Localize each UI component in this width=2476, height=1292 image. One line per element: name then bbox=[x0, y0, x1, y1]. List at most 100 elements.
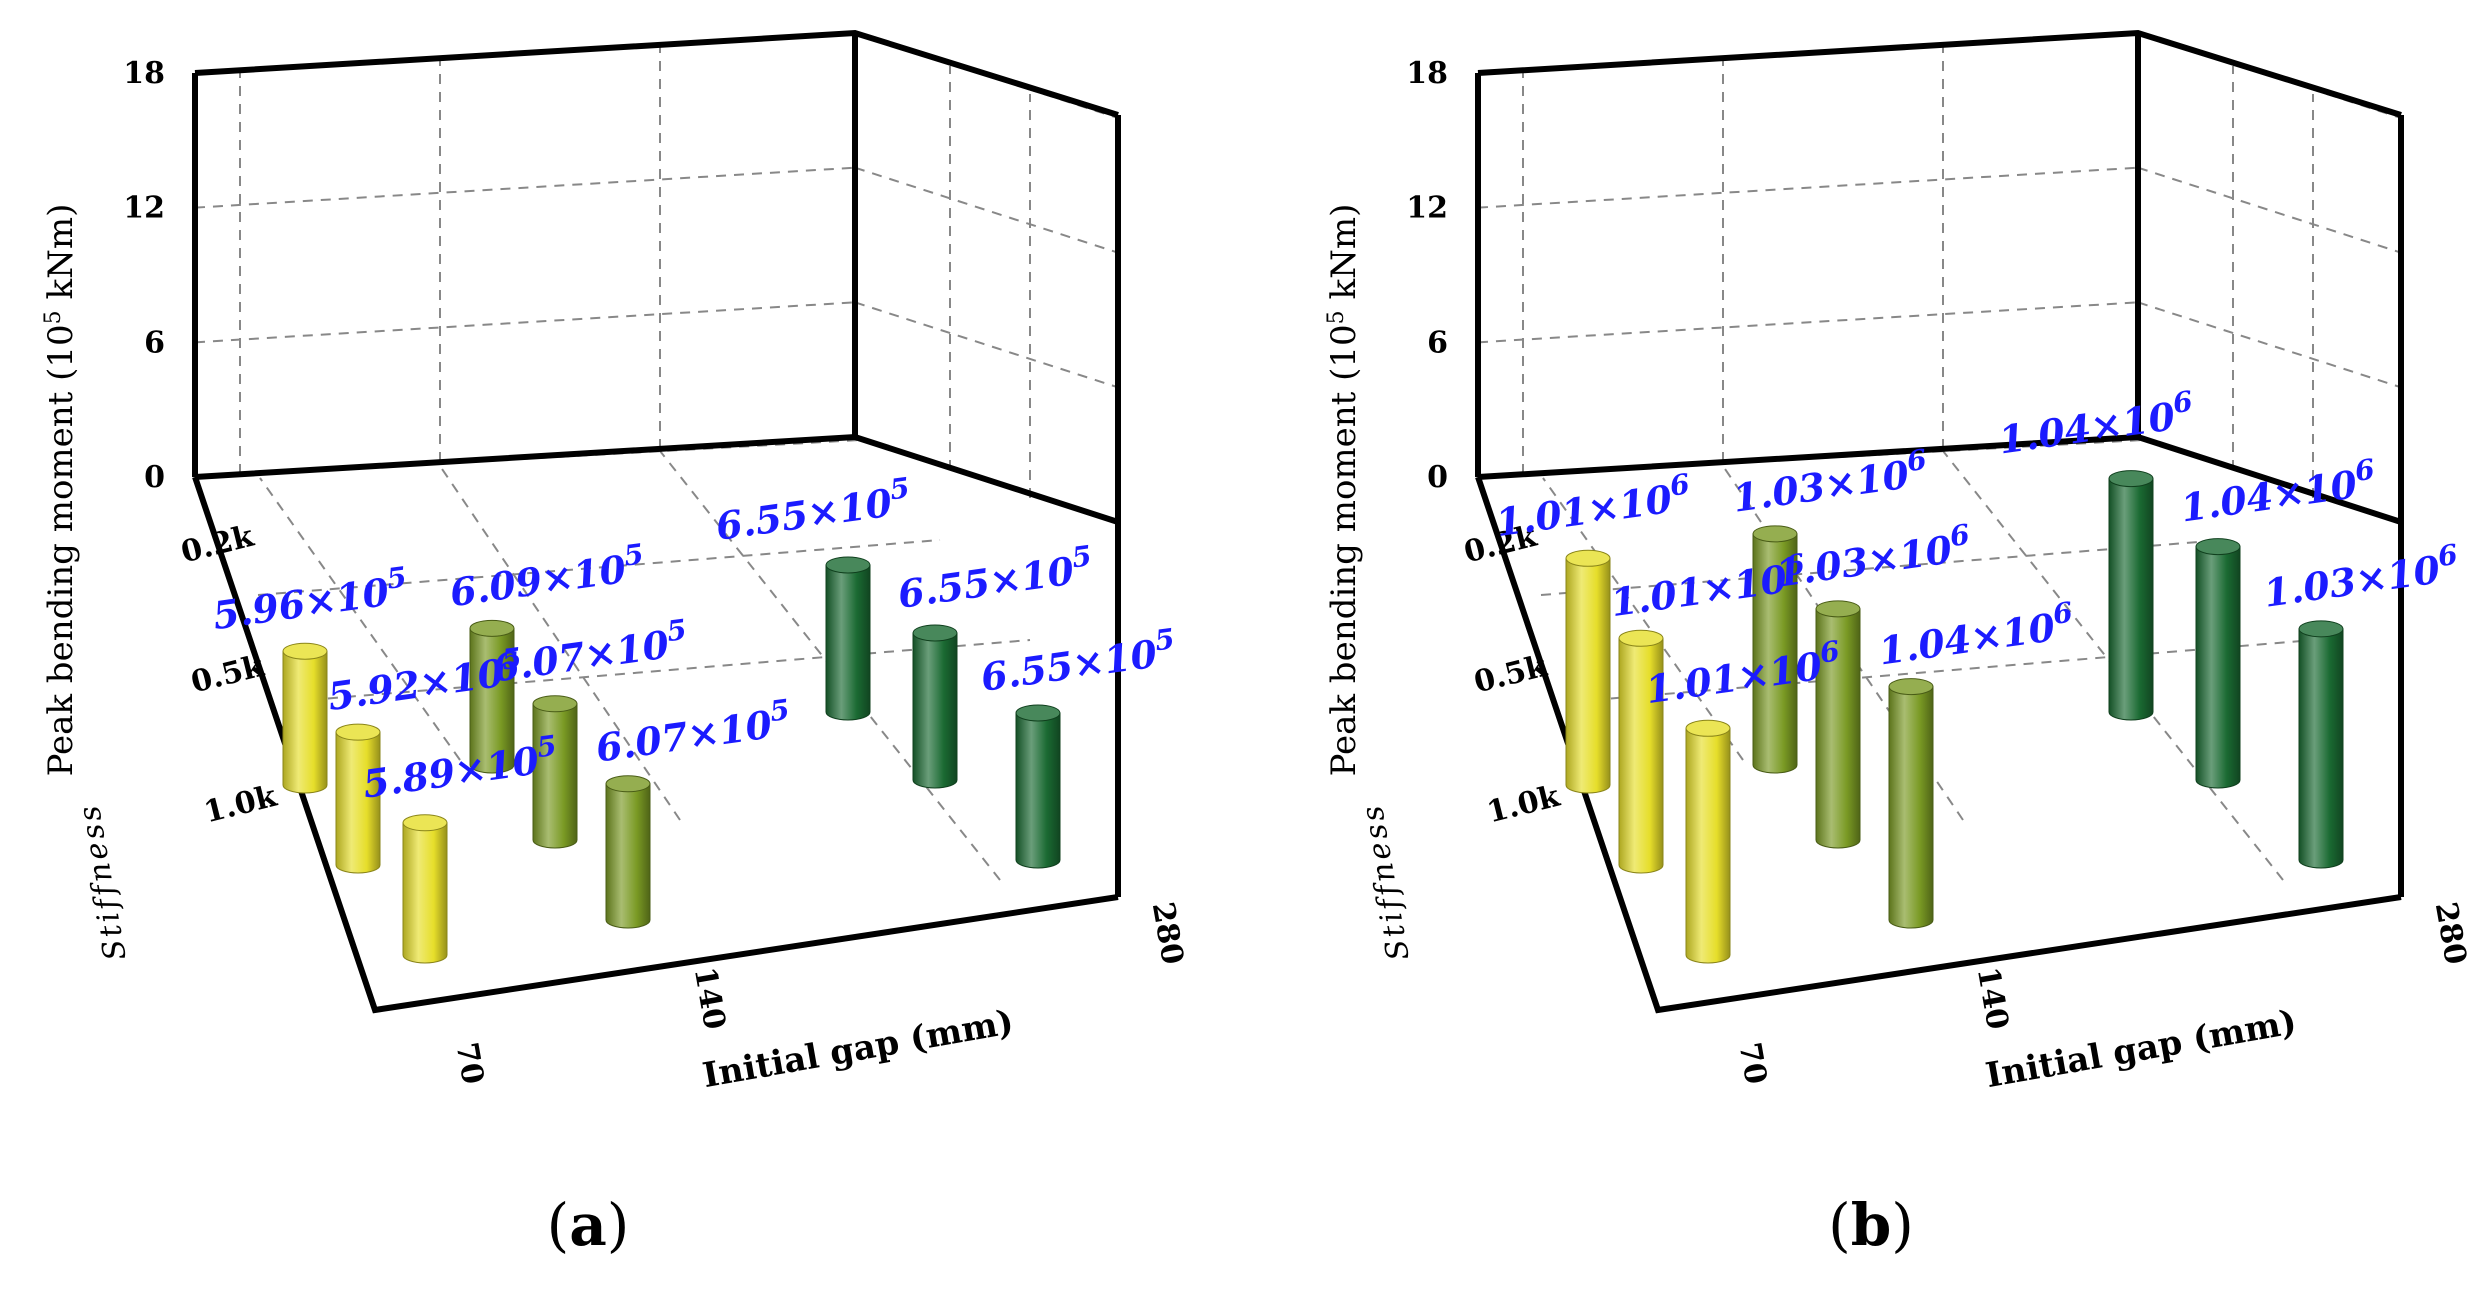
bar-top bbox=[912, 624, 958, 642]
data-label: 1.04×106 bbox=[1995, 384, 2197, 462]
axis-frame bbox=[192, 29, 1121, 1014]
bar-top bbox=[2108, 470, 2154, 488]
top-frame bbox=[194, 29, 1119, 118]
bar bbox=[825, 556, 871, 721]
data-label: 1.01×106 bbox=[1642, 634, 1844, 712]
data-label: 5.96×105 bbox=[209, 560, 411, 638]
gap-tick-label: 280 bbox=[1145, 899, 1190, 967]
bar-body bbox=[282, 650, 328, 794]
panel-label: (a) bbox=[547, 1191, 630, 1259]
y-tick-label: 0 bbox=[1427, 460, 1448, 495]
bar-body bbox=[1565, 557, 1611, 794]
bar-body bbox=[1752, 533, 1798, 774]
bar bbox=[282, 642, 328, 794]
back-wall-gridline bbox=[1477, 166, 2139, 209]
bar bbox=[469, 619, 515, 774]
bar-top bbox=[402, 814, 448, 832]
data-label: 6.09×105 bbox=[446, 537, 648, 615]
y-tick-label: 6 bbox=[1427, 325, 1448, 360]
data-label: 6.55×105 bbox=[712, 471, 914, 549]
bar-body bbox=[2195, 546, 2241, 789]
stiffness-tick-label: 0.2k bbox=[178, 519, 258, 571]
bar-body bbox=[912, 632, 958, 789]
data-label: 6.55×105 bbox=[894, 539, 1096, 617]
bar bbox=[1815, 600, 1861, 849]
y-tick-label: 0 bbox=[144, 460, 165, 495]
bar-top bbox=[2195, 538, 2241, 556]
bar bbox=[2108, 470, 2154, 721]
floor-gridline bbox=[1540, 539, 2224, 596]
stiffness-tick-label: 0.5k bbox=[188, 649, 268, 701]
bar bbox=[1888, 678, 1934, 929]
bar bbox=[1565, 549, 1611, 794]
bar-top bbox=[1565, 549, 1611, 567]
base-back bbox=[194, 433, 1119, 525]
side-wall-gridline bbox=[2137, 166, 2402, 254]
gap-tick-label: 140 bbox=[687, 964, 732, 1032]
y-tick-label: 12 bbox=[123, 191, 165, 226]
gap-tick-label: 70 bbox=[448, 1040, 490, 1087]
y-tick-label: 18 bbox=[123, 56, 165, 91]
bar bbox=[335, 723, 381, 874]
bar-body bbox=[402, 822, 448, 964]
bar-top bbox=[1752, 525, 1798, 543]
floor-gridline bbox=[1542, 477, 1744, 761]
gap-tick-label: 140 bbox=[1970, 964, 2015, 1032]
gap-tick-label: 70 bbox=[1731, 1040, 1773, 1087]
bar-body bbox=[1815, 608, 1861, 849]
side-wall-gridline bbox=[2137, 301, 2402, 389]
bar-body bbox=[1015, 712, 1061, 869]
bars bbox=[282, 556, 1061, 964]
data-label: 6.55×105 bbox=[977, 622, 1179, 700]
bar-body bbox=[469, 627, 515, 774]
base-front bbox=[1475, 476, 2402, 1014]
stiffness-axis-label: Stiffness bbox=[1355, 800, 1417, 963]
y-tick-label: 6 bbox=[144, 325, 165, 360]
gap-axis-label: Initial gap (mm) bbox=[700, 1002, 1017, 1096]
bar-top bbox=[2298, 620, 2344, 638]
axis-frame bbox=[1475, 29, 2404, 1014]
bar bbox=[605, 775, 651, 929]
side-wall-gridline bbox=[854, 166, 1119, 254]
bar-top bbox=[282, 642, 328, 660]
bar bbox=[2298, 620, 2344, 869]
gridlines bbox=[1477, 32, 2402, 881]
floor-gridline bbox=[257, 539, 941, 596]
bar-top bbox=[1015, 704, 1061, 722]
bar bbox=[2195, 538, 2241, 789]
bar-top bbox=[1618, 629, 1664, 647]
bar-top bbox=[532, 695, 578, 713]
base-back bbox=[1477, 433, 2402, 525]
bar-top bbox=[1888, 678, 1934, 696]
back-wall-gridline bbox=[1477, 301, 2139, 344]
bar-body bbox=[1618, 637, 1664, 874]
panel-label: (b) bbox=[1828, 1191, 1914, 1259]
bar-body bbox=[335, 731, 381, 874]
gap-axis-label: Initial gap (mm) bbox=[1983, 1002, 2300, 1096]
bar-top bbox=[825, 556, 871, 574]
bar-top bbox=[605, 775, 651, 793]
bar bbox=[1752, 525, 1798, 774]
data-label: 6.07×105 bbox=[592, 692, 794, 770]
bar-body bbox=[532, 703, 578, 849]
stiffness-tick-label: 1.0k bbox=[1484, 779, 1564, 831]
top-frame bbox=[1477, 29, 2402, 118]
data-label: 5.89×105 bbox=[359, 728, 561, 806]
floor-gridline bbox=[1592, 639, 2314, 701]
floor-gridline bbox=[309, 639, 1031, 701]
bar-body bbox=[1888, 686, 1934, 929]
data-label: 1.04×106 bbox=[2177, 452, 2379, 530]
bar-top bbox=[1685, 719, 1731, 737]
back-wall-gridline bbox=[194, 166, 856, 209]
side-wall-gridline bbox=[854, 301, 1119, 389]
bar-top bbox=[469, 619, 515, 637]
stiffness-tick-label: 1.0k bbox=[201, 779, 281, 831]
gap-tick-label: 280 bbox=[2428, 899, 2473, 967]
floor-gridline bbox=[259, 477, 461, 761]
bar bbox=[1015, 704, 1061, 869]
data-label: 1.03×106 bbox=[2260, 537, 2462, 615]
y-axis-label: Peak bending moment (105 kNm) bbox=[1324, 204, 1365, 777]
stiffness-axis-label: Stiffness bbox=[72, 800, 134, 963]
